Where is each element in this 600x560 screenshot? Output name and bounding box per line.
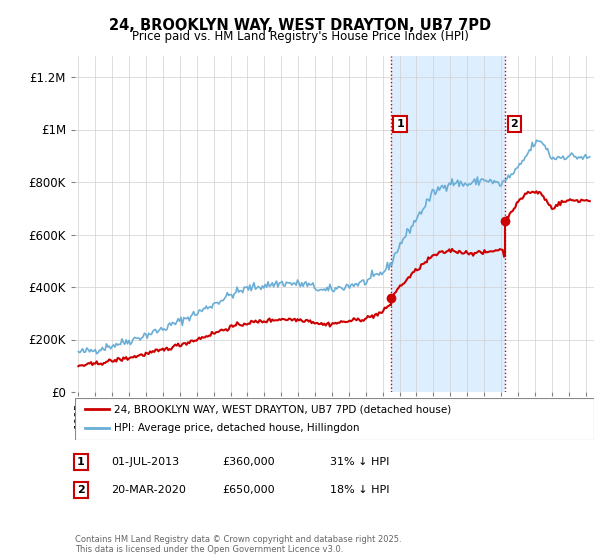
Text: 24, BROOKLYN WAY, WEST DRAYTON, UB7 7PD: 24, BROOKLYN WAY, WEST DRAYTON, UB7 7PD	[109, 18, 491, 32]
Text: 31% ↓ HPI: 31% ↓ HPI	[330, 457, 389, 467]
Text: 20-MAR-2020: 20-MAR-2020	[111, 485, 186, 495]
Text: 1: 1	[77, 457, 85, 467]
Text: 2: 2	[511, 119, 518, 129]
Text: Price paid vs. HM Land Registry's House Price Index (HPI): Price paid vs. HM Land Registry's House …	[131, 30, 469, 43]
Text: HPI: Average price, detached house, Hillingdon: HPI: Average price, detached house, Hill…	[114, 423, 359, 433]
Text: 24, BROOKLYN WAY, WEST DRAYTON, UB7 7PD (detached house): 24, BROOKLYN WAY, WEST DRAYTON, UB7 7PD …	[114, 404, 451, 414]
Text: 18% ↓ HPI: 18% ↓ HPI	[330, 485, 389, 495]
Text: £650,000: £650,000	[222, 485, 275, 495]
Bar	[391, 56, 505, 392]
Text: £360,000: £360,000	[222, 457, 275, 467]
Text: Contains HM Land Registry data © Crown copyright and database right 2025.
This d: Contains HM Land Registry data © Crown c…	[75, 535, 401, 554]
Text: 01-JUL-2013: 01-JUL-2013	[111, 457, 179, 467]
Text: 2: 2	[77, 485, 85, 495]
Text: 1: 1	[396, 119, 404, 129]
